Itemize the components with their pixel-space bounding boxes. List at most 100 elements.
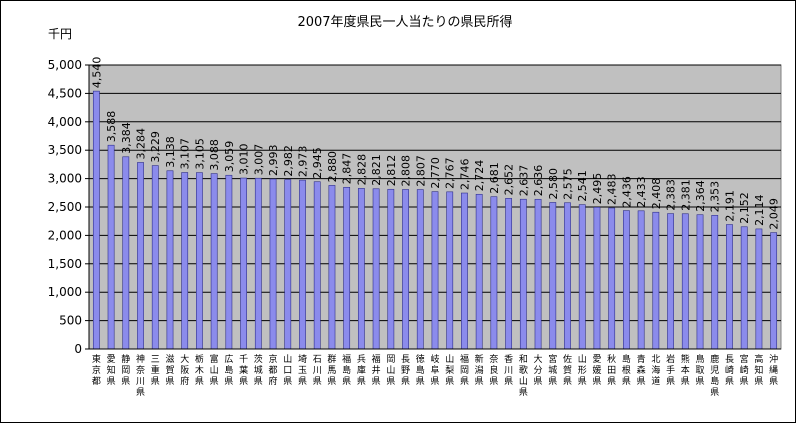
bar-value-label: 2,483 xyxy=(606,173,619,205)
x-category-label: 新潟県 xyxy=(475,353,484,387)
x-category-label: 愛知県 xyxy=(107,353,116,387)
bar-value-label: 2,880 xyxy=(326,151,339,183)
bar-value-label: 2,973 xyxy=(296,146,309,178)
bar xyxy=(578,204,586,350)
bar xyxy=(549,202,557,350)
x-category-label: 福島県 xyxy=(342,353,351,387)
x-axis-categories: 東京都愛知県静岡県神奈川県三重県滋賀県大阪府栃木県富山県広島県千葉県茨城県京都府… xyxy=(92,353,778,398)
x-category-label: 埼玉県 xyxy=(298,353,307,387)
bar xyxy=(446,191,454,350)
chart-title: 2007年度県民一人当たりの県民所得 xyxy=(297,14,512,30)
bar-value-label: 3,059 xyxy=(223,141,236,173)
bar xyxy=(681,213,689,350)
bar-value-label: 2,746 xyxy=(458,159,471,191)
y-tick-label: 500 xyxy=(59,314,82,328)
x-category-label: 京都府 xyxy=(269,353,278,387)
bar-value-label: 2,575 xyxy=(562,168,575,200)
bar-value-label: 2,383 xyxy=(665,179,678,211)
bar-value-label: 2,433 xyxy=(635,176,648,208)
bar-value-label: 2,637 xyxy=(517,165,530,197)
x-category-label: 島根県 xyxy=(622,353,631,387)
x-category-label: 長野県 xyxy=(401,354,410,387)
bar-value-label: 2,636 xyxy=(532,165,545,197)
bar xyxy=(770,232,778,350)
bar xyxy=(593,206,601,350)
bar xyxy=(637,210,645,350)
bar xyxy=(181,172,189,350)
x-category-label: 大分県 xyxy=(534,353,543,387)
bar-value-label: 2,982 xyxy=(282,145,295,177)
bar-value-label: 2,808 xyxy=(400,155,413,187)
bar xyxy=(461,192,468,350)
bar-value-label: 3,088 xyxy=(208,139,221,171)
y-tick-label: 1,500 xyxy=(48,257,82,271)
x-category-label: 青森県 xyxy=(637,353,646,387)
bar xyxy=(726,224,733,350)
bar xyxy=(122,156,130,350)
bar-value-label: 2,495 xyxy=(591,173,604,205)
x-category-label: 栃木県 xyxy=(195,353,204,387)
x-category-label: 石川県 xyxy=(313,355,322,387)
bar xyxy=(431,191,439,350)
x-category-label: 佐賀県 xyxy=(563,353,572,387)
bar-value-label: 2,436 xyxy=(620,176,633,208)
bar-value-label: 3,107 xyxy=(179,138,192,170)
bar-value-label: 3,138 xyxy=(164,136,177,168)
bar-value-label: 2,767 xyxy=(444,157,457,189)
x-category-label: 岡山県 xyxy=(386,354,395,387)
bar xyxy=(564,202,571,350)
y-tick-label: 2,000 xyxy=(48,228,82,242)
bar-value-label: 2,652 xyxy=(503,164,516,196)
data-labels: 4,540 3,588 3,384 3,284 3,229 3,138 3,107 3,105… xyxy=(90,57,780,230)
x-category-label: 茨城県 xyxy=(254,353,263,387)
bar-value-label: 2,828 xyxy=(355,154,368,186)
bar-value-label: 3,229 xyxy=(149,131,162,163)
bar xyxy=(696,214,704,350)
bar-value-label: 3,284 xyxy=(135,128,148,160)
bar-value-label: 2,812 xyxy=(385,155,398,187)
bar-value-label: 2,945 xyxy=(311,147,324,179)
bar xyxy=(608,207,616,350)
x-category-label: 秋田県 xyxy=(607,353,616,387)
bar-value-label: 2,821 xyxy=(370,154,383,186)
bars xyxy=(92,90,778,350)
y-tick-label: 1,000 xyxy=(48,285,82,299)
bar xyxy=(151,165,159,350)
x-category-label: 岐阜県 xyxy=(430,353,439,387)
bar xyxy=(299,179,306,350)
y-tick-label: 2,500 xyxy=(48,200,82,214)
bar xyxy=(313,181,321,350)
x-category-label: 静岡県 xyxy=(121,353,130,387)
bar xyxy=(416,189,424,350)
x-category-label: 奈良県 xyxy=(489,353,498,387)
x-category-label: 大阪府 xyxy=(180,353,189,387)
x-category-label: 山口県 xyxy=(283,354,292,387)
bar-value-label: 2,807 xyxy=(414,155,427,187)
x-category-label: 滋賀県 xyxy=(165,353,174,387)
bar xyxy=(740,226,748,350)
bar-value-label: 3,105 xyxy=(193,138,206,170)
bar-value-label: 4,540 xyxy=(90,57,103,88)
bar xyxy=(755,228,763,350)
x-category-label: 山梨県 xyxy=(445,354,454,387)
bar xyxy=(328,185,336,350)
x-category-label: 富山県 xyxy=(210,353,219,387)
bar-value-label: 2,541 xyxy=(576,170,589,202)
bar xyxy=(92,90,100,350)
bar xyxy=(534,198,542,350)
y-tick-label: 4,500 xyxy=(48,86,82,100)
bar-value-label: 2,580 xyxy=(547,168,560,200)
bar xyxy=(519,198,527,350)
bar xyxy=(343,186,351,350)
x-category-label: 神奈川県 xyxy=(136,353,145,398)
bar-value-label: 2,993 xyxy=(267,144,280,176)
bar xyxy=(137,162,144,350)
x-category-label: 広島県 xyxy=(224,353,233,387)
x-category-label: 福井県 xyxy=(372,353,381,387)
x-category-label: 鹿児島県 xyxy=(710,353,719,398)
bar-value-label: 2,114 xyxy=(753,194,766,226)
bar xyxy=(269,178,277,350)
bar-value-label: 2,049 xyxy=(768,198,781,230)
bar xyxy=(402,189,409,350)
